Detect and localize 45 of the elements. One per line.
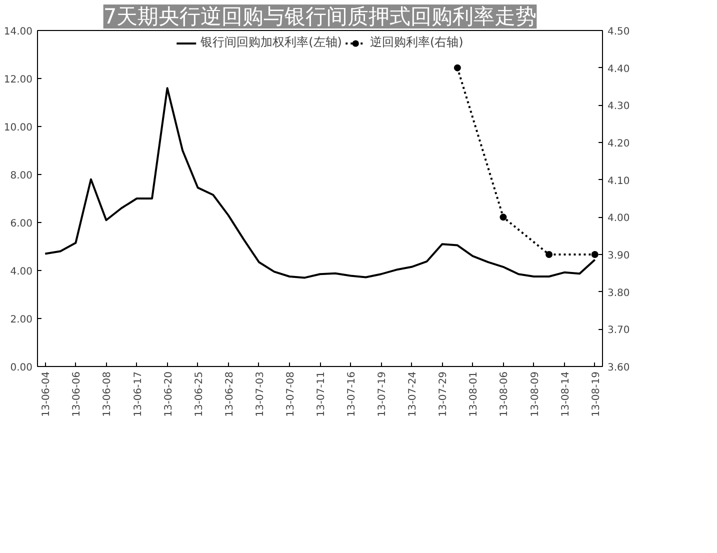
y-tick-label: 10.00 <box>4 122 33 134</box>
legend-label: 逆回购利率(右轴) <box>370 34 464 51</box>
y-tick-label: 14.00 <box>4 26 33 38</box>
y2-tick-label: 4.30 <box>608 101 630 112</box>
x-tick-label: 13-07-24 <box>408 372 419 417</box>
x-tick-label: 13-06-25 <box>194 372 205 417</box>
x-tick-label: 13-07-29 <box>438 372 450 417</box>
y2-tick-label: 4.20 <box>608 138 630 150</box>
x-tick-label: 13-06-04 <box>41 372 52 417</box>
y2-tick-label: 3.70 <box>608 325 630 336</box>
y2-tick-label: 3.90 <box>608 250 630 262</box>
y2-tick-label: 4.10 <box>608 176 630 187</box>
chart-title: 7天期央行逆回购与银行间质押式回购利率走势 <box>103 4 537 28</box>
y2-tick-label: 4.00 <box>608 213 630 224</box>
y2-tick-label: 3.80 <box>608 288 630 299</box>
y-tick-label: 8.00 <box>10 170 32 182</box>
x-tick-label: 13-06-28 <box>224 372 236 417</box>
x-tick-label: 13-06-08 <box>102 372 114 417</box>
y-tick-label: 0.00 <box>10 362 32 374</box>
x-tick-label: 13-08-01 <box>468 372 480 417</box>
x-tick-label: 13-08-06 <box>499 372 510 417</box>
x-tick-label: 13-06-06 <box>72 372 83 417</box>
y2-tick-label: 4.40 <box>608 64 630 75</box>
point <box>546 251 553 258</box>
x-tick-label: 13-08-14 <box>560 372 572 417</box>
x-tick-label: 13-08-19 <box>590 372 602 417</box>
point <box>500 214 507 221</box>
legend-label: 银行间回购加权利率(左轴) <box>200 34 342 51</box>
y-tick-label: 4.00 <box>10 266 32 278</box>
y-tick-label: 6.00 <box>10 218 32 230</box>
x-tick-label: 13-07-11 <box>316 372 327 417</box>
y-tick-label: 2.00 <box>10 314 32 326</box>
x-tick-label: 13-06-20 <box>163 372 174 417</box>
point <box>454 64 461 72</box>
x-tick-label: 13-07-08 <box>285 372 296 417</box>
y2-tick-label: 4.50 <box>608 26 630 38</box>
y2-tick-label: 3.60 <box>608 362 630 374</box>
x-tick-label: 13-07-16 <box>346 372 358 417</box>
x-tick-label: 13-07-19 <box>377 372 388 417</box>
x-tick-label: 13-07-03 <box>254 372 266 417</box>
point <box>591 251 598 258</box>
x-tick-label: 13-08-09 <box>530 372 541 417</box>
line-series <box>44 87 596 279</box>
y-tick-label: 12.00 <box>4 74 33 86</box>
x-tick-label: 13-06-17 <box>132 372 144 417</box>
